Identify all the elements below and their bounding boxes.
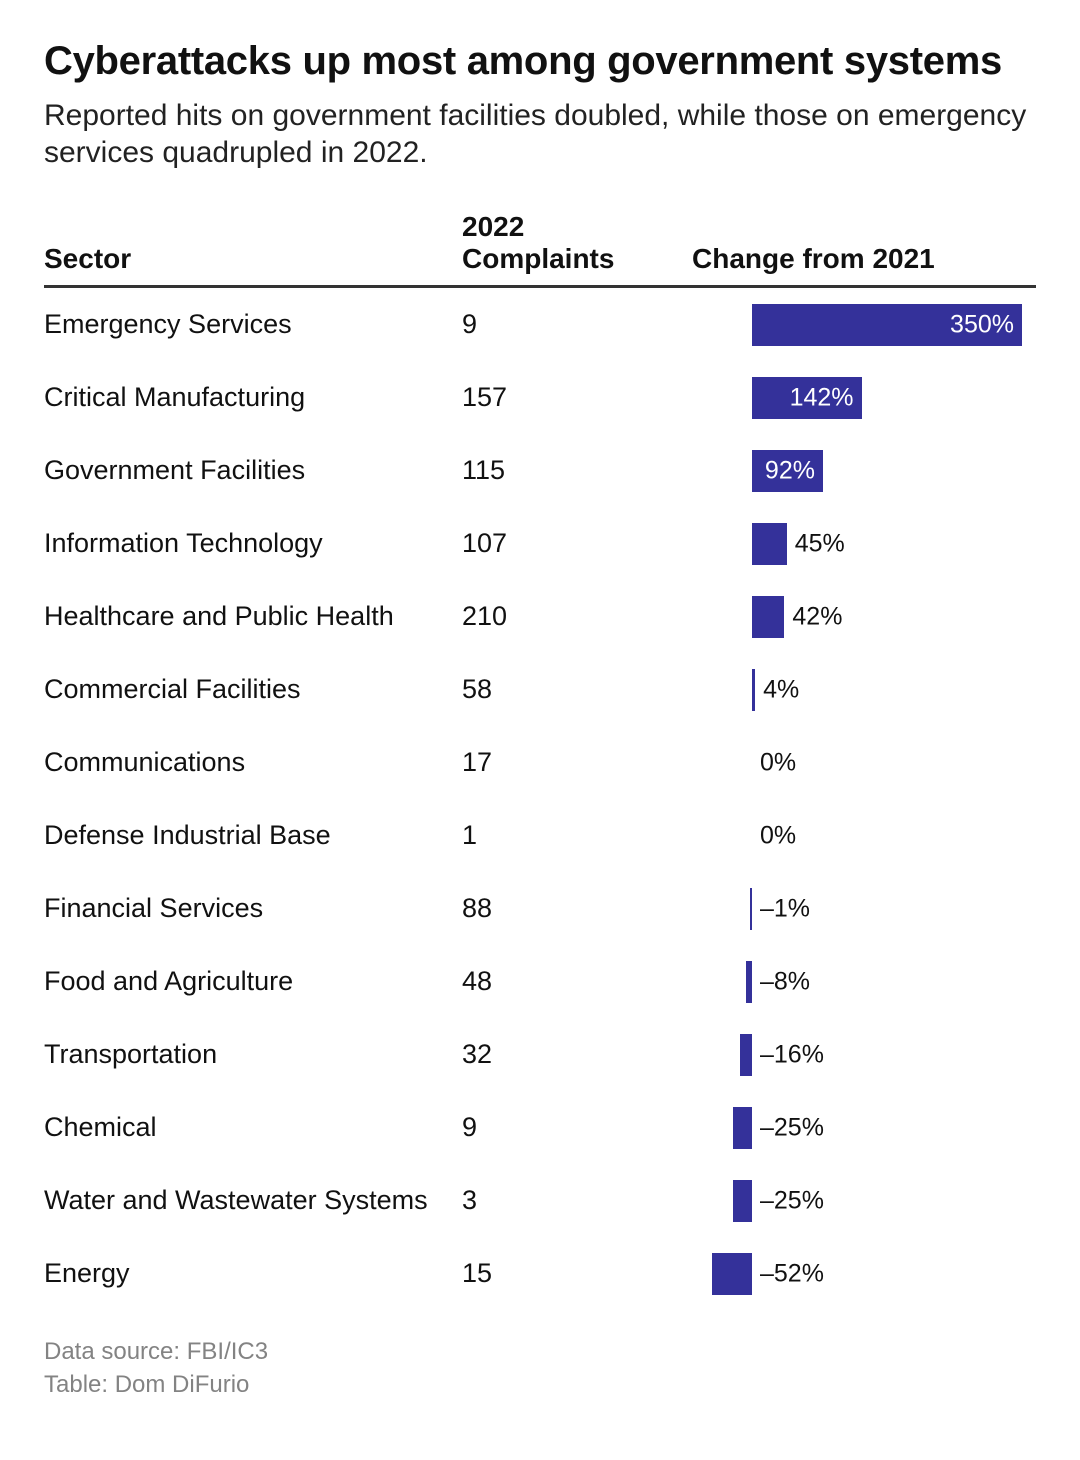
cell-complaints: 1 — [462, 820, 692, 851]
change-bar-label: –25% — [760, 1186, 824, 1215]
cell-sector: Financial Services — [44, 893, 462, 924]
table-row: Healthcare and Public Health210 42% — [44, 580, 1036, 653]
change-bar-label: –25% — [760, 1113, 824, 1142]
cell-sector: Defense Industrial Base — [44, 820, 462, 851]
cell-complaints: 157 — [462, 382, 692, 413]
change-bar-label: –52% — [760, 1259, 824, 1288]
change-bar — [752, 669, 755, 711]
change-bar — [740, 1034, 752, 1076]
table-row: Transportation32 –16% — [44, 1018, 1036, 1091]
header-complaints: 2022 Complaints — [462, 211, 692, 275]
table-body: Emergency Services9350%Critical Manufact… — [44, 288, 1036, 1310]
change-bar-label: 92% — [765, 456, 815, 485]
table-row: Emergency Services9 350% — [44, 288, 1036, 361]
change-bar-label: 0% — [760, 821, 796, 850]
change-bar-label: –1% — [760, 894, 810, 923]
change-bar — [733, 1107, 752, 1149]
table-row: Chemical9 –25% — [44, 1091, 1036, 1164]
change-bar — [733, 1180, 752, 1222]
table-row: Communications17 0% — [44, 726, 1036, 799]
footer-source: Data source: FBI/IC3 — [44, 1336, 1036, 1368]
footer-credit: Table: Dom DiFurio — [44, 1369, 1036, 1401]
change-bar-label: 142% — [790, 383, 854, 412]
table-row: Energy15 –52% — [44, 1237, 1036, 1310]
table-row: Water and Wastewater Systems3 –25% — [44, 1164, 1036, 1237]
cell-sector: Water and Wastewater Systems — [44, 1185, 462, 1216]
cell-complaints: 48 — [462, 966, 692, 997]
change-bar-label: 42% — [792, 602, 842, 631]
chart-title: Cyberattacks up most among government sy… — [44, 38, 1036, 84]
change-bar — [746, 961, 752, 1003]
table-row: Information Technology107 45% — [44, 507, 1036, 580]
header-change: Change from 2021 — [692, 243, 1036, 275]
change-bar-label: –16% — [760, 1040, 824, 1069]
change-bar — [712, 1253, 752, 1295]
cell-sector: Transportation — [44, 1039, 462, 1070]
cell-sector: Food and Agriculture — [44, 966, 462, 997]
cell-complaints: 107 — [462, 528, 692, 559]
cell-sector: Critical Manufacturing — [44, 382, 462, 413]
cell-complaints: 115 — [462, 455, 692, 486]
chart-footer: Data source: FBI/IC3 Table: Dom DiFurio — [44, 1336, 1036, 1401]
cell-sector: Chemical — [44, 1112, 462, 1143]
table-row: Defense Industrial Base1 0% — [44, 799, 1036, 872]
cell-complaints: 210 — [462, 601, 692, 632]
table-row: Financial Services88 –1% — [44, 872, 1036, 945]
cell-complaints: 17 — [462, 747, 692, 778]
cell-sector: Energy — [44, 1258, 462, 1289]
cell-sector: Emergency Services — [44, 309, 462, 340]
cell-complaints: 58 — [462, 674, 692, 705]
cell-complaints: 32 — [462, 1039, 692, 1070]
cell-sector: Commercial Facilities — [44, 674, 462, 705]
change-bar-label: 4% — [763, 675, 799, 704]
table-row: Commercial Facilities58 4% — [44, 653, 1036, 726]
cell-complaints: 88 — [462, 893, 692, 924]
cell-sector: Healthcare and Public Health — [44, 601, 462, 632]
header-sector: Sector — [44, 243, 462, 275]
cell-sector: Information Technology — [44, 528, 462, 559]
cell-complaints: 3 — [462, 1185, 692, 1216]
table-row: Critical Manufacturing157 142% — [44, 361, 1036, 434]
change-bar-label: 0% — [760, 748, 796, 777]
change-bar-label: 45% — [795, 529, 845, 558]
cell-sector: Communications — [44, 747, 462, 778]
table-header-row: Sector 2022 Complaints Change from 2021 — [44, 211, 1036, 288]
cell-complaints: 15 — [462, 1258, 692, 1289]
cell-complaints: 9 — [462, 309, 692, 340]
chart-page: Cyberattacks up most among government sy… — [0, 0, 1080, 1460]
change-bar-label: –8% — [760, 967, 810, 996]
cell-sector: Government Facilities — [44, 455, 462, 486]
change-bar — [752, 523, 787, 565]
table-row: Food and Agriculture48 –8% — [44, 945, 1036, 1018]
change-bar — [752, 596, 784, 638]
change-bar — [750, 888, 752, 930]
change-bar-label: 350% — [950, 310, 1014, 339]
table-row: Government Facilities115 92% — [44, 434, 1036, 507]
chart-subtitle: Reported hits on government facilities d… — [44, 98, 1036, 171]
cell-complaints: 9 — [462, 1112, 692, 1143]
